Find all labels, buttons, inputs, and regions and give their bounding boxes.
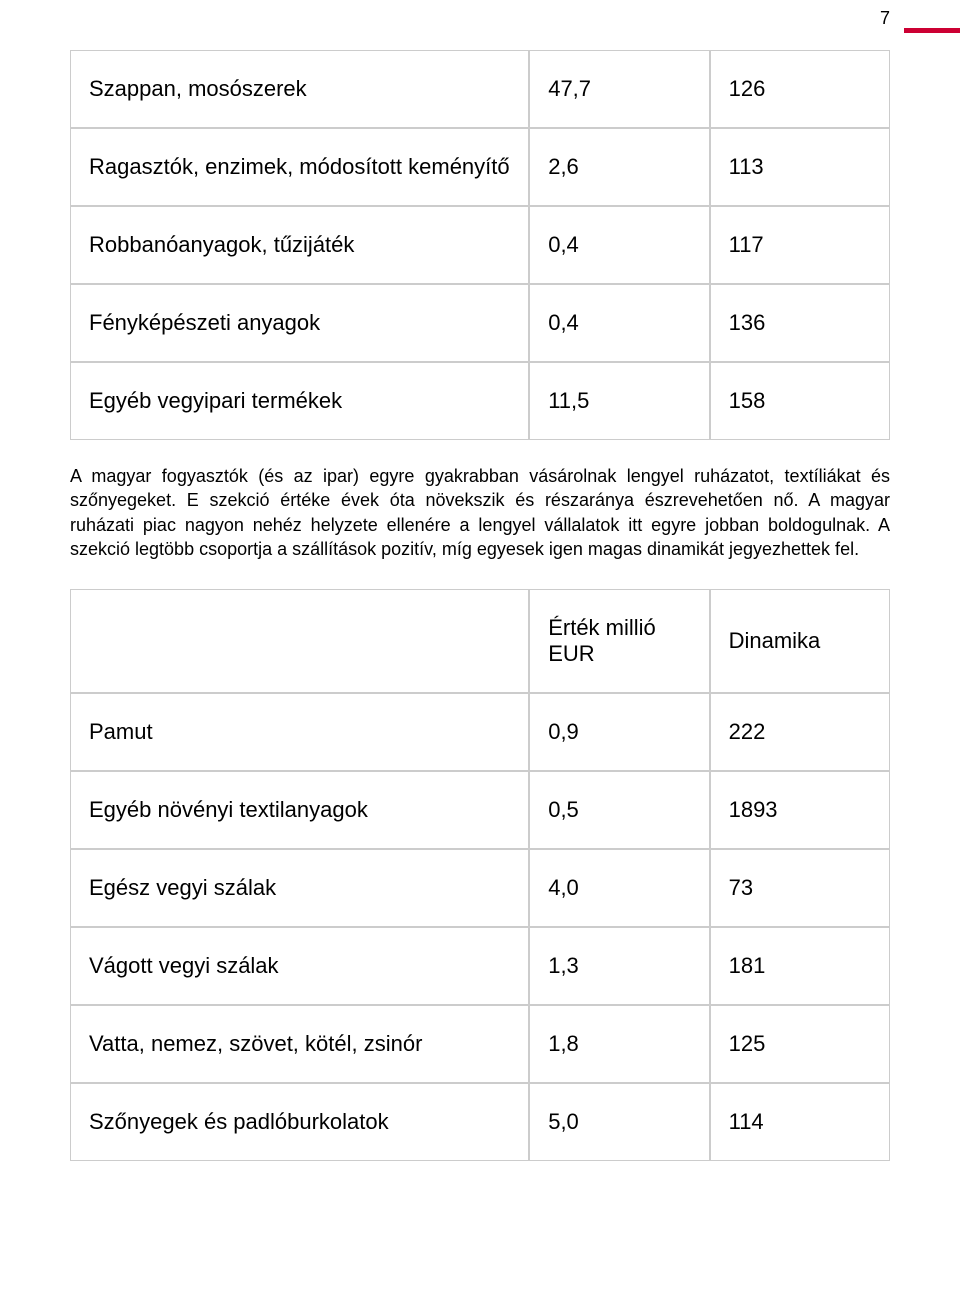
cell-value: 5,0: [529, 1083, 709, 1161]
table-chemicals: Szappan, mosószerek 47,7 126 Ragasztók, …: [70, 50, 890, 440]
cell-value: 117: [710, 206, 890, 284]
cell-value: 114: [710, 1083, 890, 1161]
table-row: Egyéb vegyipari termékek 11,5 158: [70, 362, 890, 440]
header-cell-value: Érték millió EUR: [529, 589, 709, 693]
cell-value: 136: [710, 284, 890, 362]
table-row: Ragasztók, enzimek, módosított keményítő…: [70, 128, 890, 206]
cell-value: 47,7: [529, 50, 709, 128]
cell-label: Szappan, mosószerek: [70, 50, 529, 128]
cell-label: Robbanóanyagok, tűzijáték: [70, 206, 529, 284]
table-row: Egész vegyi szálak 4,0 73: [70, 849, 890, 927]
cell-label: Vágott vegyi szálak: [70, 927, 529, 1005]
cell-value: 222: [710, 693, 890, 771]
cell-value: 113: [710, 128, 890, 206]
cell-value: 0,9: [529, 693, 709, 771]
cell-label: Ragasztók, enzimek, módosított keményítő: [70, 128, 529, 206]
page: 7 Szappan, mosószerek 47,7 126 Ragasztók…: [0, 0, 960, 1313]
cell-value: 0,4: [529, 284, 709, 362]
table-row: Pamut 0,9 222: [70, 693, 890, 771]
cell-value: 181: [710, 927, 890, 1005]
table-row: Szappan, mosószerek 47,7 126: [70, 50, 890, 128]
cell-label: Egyéb vegyipari termékek: [70, 362, 529, 440]
cell-value: 1,3: [529, 927, 709, 1005]
table-textiles: Érték millió EUR Dinamika Pamut 0,9 222 …: [70, 589, 890, 1161]
cell-label: Szőnyegek és padlóburkolatok: [70, 1083, 529, 1161]
header-cell-dynamics: Dinamika: [710, 589, 890, 693]
table-row: Robbanóanyagok, tűzijáték 0,4 117: [70, 206, 890, 284]
cell-label: Egyéb növényi textilanyagok: [70, 771, 529, 849]
cell-value: 125: [710, 1005, 890, 1083]
cell-value: 11,5: [529, 362, 709, 440]
table-row: Vatta, nemez, szövet, kötél, zsinór 1,8 …: [70, 1005, 890, 1083]
cell-label: Pamut: [70, 693, 529, 771]
header-accent-bar: [904, 28, 960, 33]
cell-value: 4,0: [529, 849, 709, 927]
table-row: Egyéb növényi textilanyagok 0,5 1893: [70, 771, 890, 849]
cell-value: 1,8: [529, 1005, 709, 1083]
cell-value: 0,4: [529, 206, 709, 284]
cell-label: Egész vegyi szálak: [70, 849, 529, 927]
header-cell-empty: [70, 589, 529, 693]
page-number: 7: [880, 8, 890, 29]
paragraph-text: A magyar fogyasztók (és az ipar) egyre g…: [70, 464, 890, 561]
cell-value: 0,5: [529, 771, 709, 849]
page-header: 7: [70, 0, 890, 36]
cell-value: 73: [710, 849, 890, 927]
table-row: Fényképészeti anyagok 0,4 136: [70, 284, 890, 362]
cell-value: 1893: [710, 771, 890, 849]
table-row: Szőnyegek és padlóburkolatok 5,0 114: [70, 1083, 890, 1161]
table-row: Vágott vegyi szálak 1,3 181: [70, 927, 890, 1005]
cell-value: 2,6: [529, 128, 709, 206]
cell-label: Fényképészeti anyagok: [70, 284, 529, 362]
table-header-row: Érték millió EUR Dinamika: [70, 589, 890, 693]
cell-value: 126: [710, 50, 890, 128]
cell-label: Vatta, nemez, szövet, kötél, zsinór: [70, 1005, 529, 1083]
cell-value: 158: [710, 362, 890, 440]
